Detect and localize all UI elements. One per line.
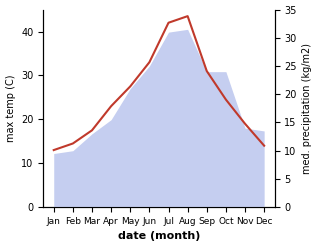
X-axis label: date (month): date (month)	[118, 231, 200, 242]
Y-axis label: max temp (C): max temp (C)	[5, 75, 16, 142]
Y-axis label: med. precipitation (kg/m2): med. precipitation (kg/m2)	[302, 43, 313, 174]
